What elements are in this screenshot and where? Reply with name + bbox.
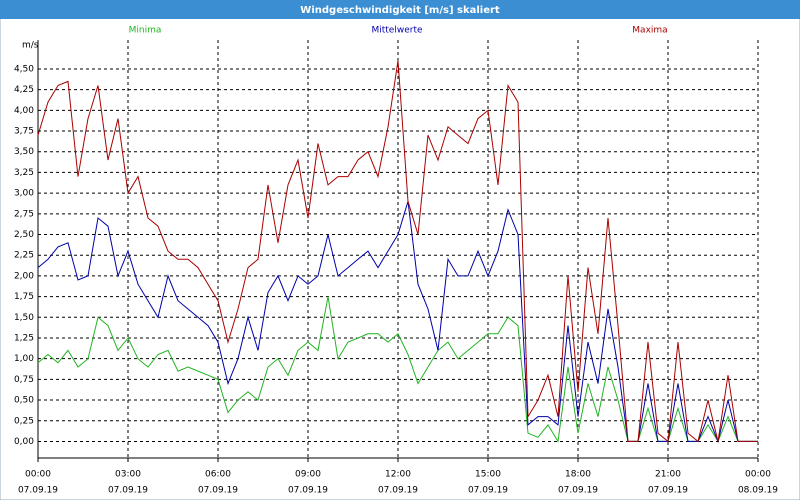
x-tick-date: 07.09.19 — [648, 486, 688, 496]
y-tick-label: 2,75 — [14, 209, 34, 219]
x-tick-label: 00:00 — [25, 470, 51, 480]
x-tick-date: 07.09.19 — [378, 486, 418, 496]
legend-label: Maxima — [632, 26, 667, 36]
y-tick-label: 0,50 — [14, 396, 34, 406]
x-tick-label: 15:00 — [475, 470, 501, 480]
x-tick-date: 07.09.19 — [18, 486, 58, 496]
y-tick-label: 3,00 — [14, 189, 34, 199]
y-tick-label: 0,00 — [14, 437, 34, 447]
legend-label: Mittelwerte — [371, 26, 422, 36]
y-tick-label: 2,25 — [14, 251, 34, 261]
y-unit: m/s — [22, 41, 39, 51]
series-line — [37, 60, 758, 443]
x-tick-label: 00:00 — [745, 470, 771, 480]
y-tick-label: 0,25 — [14, 416, 34, 426]
y-tick-label: 4,25 — [14, 85, 34, 95]
chart-title: Windgeschwindigkeit [m/s] skaliert — [300, 5, 500, 16]
y-tick-label: 4,00 — [14, 106, 34, 116]
x-tick-date: 07.09.19 — [288, 486, 328, 496]
y-tick-label: 3,75 — [14, 127, 34, 137]
legend-label: Minima — [129, 26, 162, 36]
x-tick-label: 06:00 — [205, 470, 231, 480]
y-tick-label: 3,50 — [14, 147, 34, 157]
x-tick-date: 07.09.19 — [108, 486, 148, 496]
y-tick-label: 0,75 — [14, 375, 34, 385]
title-bar — [0, 0, 800, 19]
x-tick-date: 07.09.19 — [558, 486, 598, 496]
y-tick-label: 2,50 — [14, 230, 34, 240]
y-tick-label: 2,00 — [14, 271, 34, 281]
x-tick-date: 07.09.19 — [198, 486, 238, 496]
y-tick-label: 1,00 — [14, 354, 34, 364]
x-tick-date: 07.09.19 — [468, 486, 508, 496]
y-tick-label: 1,50 — [14, 313, 34, 323]
y-tick-label: 3,25 — [14, 168, 34, 178]
x-tick-label: 03:00 — [115, 470, 141, 480]
x-tick-label: 18:00 — [565, 470, 591, 480]
x-tick-label: 12:00 — [385, 470, 411, 480]
y-tick-label: 1,25 — [14, 333, 34, 343]
y-tick-label: 1,75 — [14, 292, 34, 302]
x-tick-label: 09:00 — [295, 470, 321, 480]
x-tick-date: 08.09.19 — [738, 486, 778, 496]
x-tick-label: 21:00 — [655, 470, 681, 480]
y-tick-label: 4,50 — [14, 64, 34, 74]
